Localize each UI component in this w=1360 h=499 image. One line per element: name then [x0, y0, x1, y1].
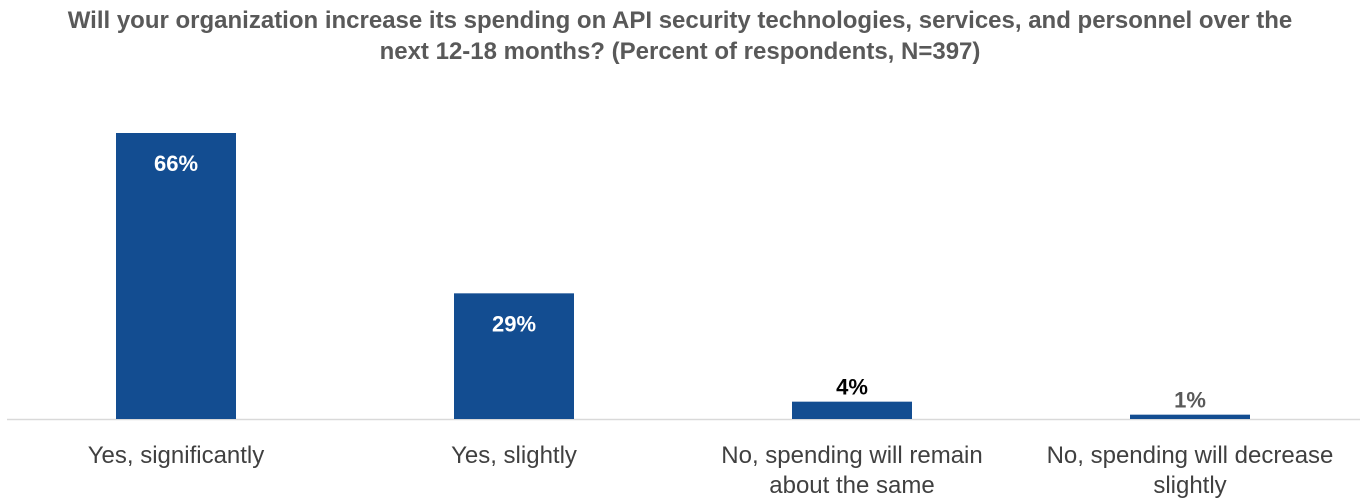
data-label: 4% — [836, 375, 868, 400]
data-label: 66% — [154, 151, 198, 176]
x-tick-label: Yes, significantly — [88, 442, 265, 469]
x-tick-label: about the same — [769, 472, 934, 499]
bar — [116, 133, 236, 419]
x-tick-label: Yes, slightly — [451, 442, 577, 469]
bar — [454, 293, 574, 419]
chart-title: Will your organization increase its spen… — [67, 7, 1293, 65]
bar — [1130, 414, 1250, 419]
data-label: 1% — [1174, 388, 1206, 413]
plot-area: 66% Yes, significantly 29% Yes, slightly 4% N… — [7, 133, 1360, 499]
x-tick-label: No, spending will remain — [721, 442, 982, 469]
x-tick-label: No, spending will decrease — [1047, 442, 1334, 469]
bar — [792, 401, 912, 419]
data-label: 29% — [492, 311, 536, 336]
x-tick-label: slightly — [1153, 472, 1226, 499]
